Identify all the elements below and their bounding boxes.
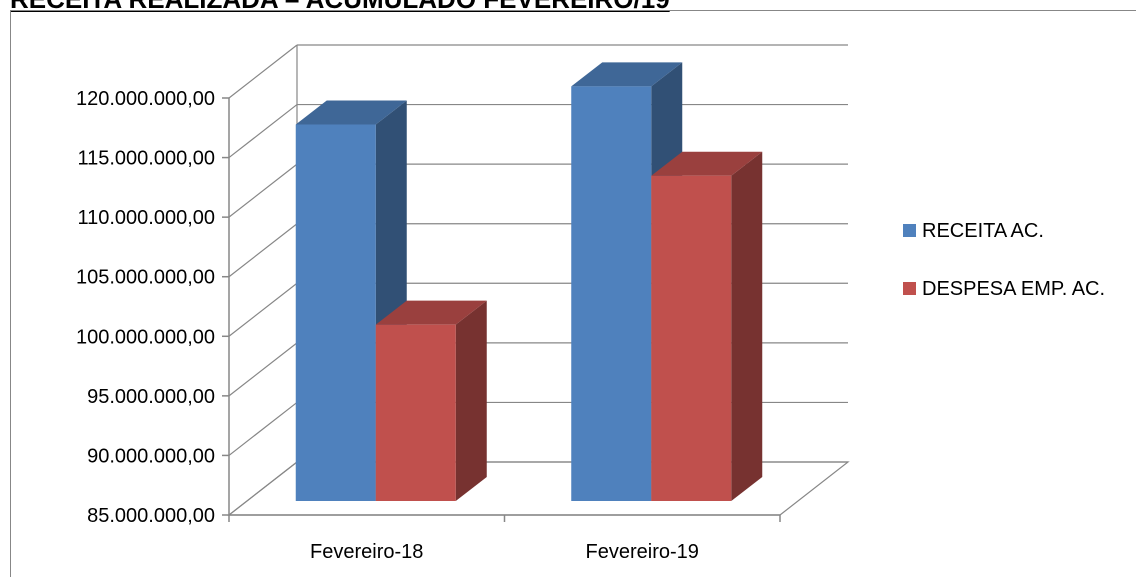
legend-swatch (903, 282, 916, 295)
bar-front (295, 124, 376, 501)
chart-frame (10, 10, 1136, 577)
gridline-side (228, 401, 298, 456)
gridline-side (228, 461, 298, 516)
bar-front (571, 86, 652, 501)
gridline-side (228, 342, 298, 397)
x-tick-label: Fevereiro-18 (310, 541, 423, 563)
gridline-side (228, 44, 298, 99)
y-tick-label: 120.000.000,00 (76, 88, 215, 110)
y-tick-label: 105.000.000,00 (76, 267, 215, 289)
legend-swatch (903, 224, 916, 237)
legend-label: DESPESA EMP. AC. (922, 278, 1105, 300)
bar-side (455, 300, 487, 501)
gridline-side (228, 104, 298, 159)
axes (222, 97, 781, 522)
gridline-side (228, 223, 298, 278)
bar-front (651, 175, 732, 502)
y-tick-label: 85.000.000,00 (87, 505, 215, 527)
gridline-side (228, 163, 298, 218)
bar-top (295, 100, 407, 125)
y-axis-tick-labels: 85.000.000,00 90.000.000,00 95.000.000,00 1… (76, 88, 215, 527)
y-tick-label: 100.000.000,00 (76, 326, 215, 348)
y-tick-label: 95.000.000,00 (87, 386, 215, 408)
bar-front (375, 324, 456, 501)
x-tick-label: Fevereiro-19 (586, 541, 699, 563)
y-tick-label: 115.000.000,00 (77, 148, 215, 170)
bar (375, 300, 487, 501)
x-axis-tick-labels: Fevereiro-18 Fevereiro-19 (310, 541, 699, 563)
legend: RECEITA AC. DESPESA EMP. AC. (903, 220, 1105, 300)
bar (651, 151, 763, 502)
bar-top (571, 62, 683, 87)
bar-side (731, 151, 763, 502)
gridline-side (228, 282, 298, 337)
bar-top (375, 300, 487, 325)
legend-label: RECEITA AC. (922, 220, 1044, 242)
bars (295, 62, 763, 502)
y-tick-label: 110.000.000,00 (77, 207, 215, 229)
bar-top (651, 151, 763, 176)
y-tick-label: 90.000.000,00 (87, 445, 215, 467)
